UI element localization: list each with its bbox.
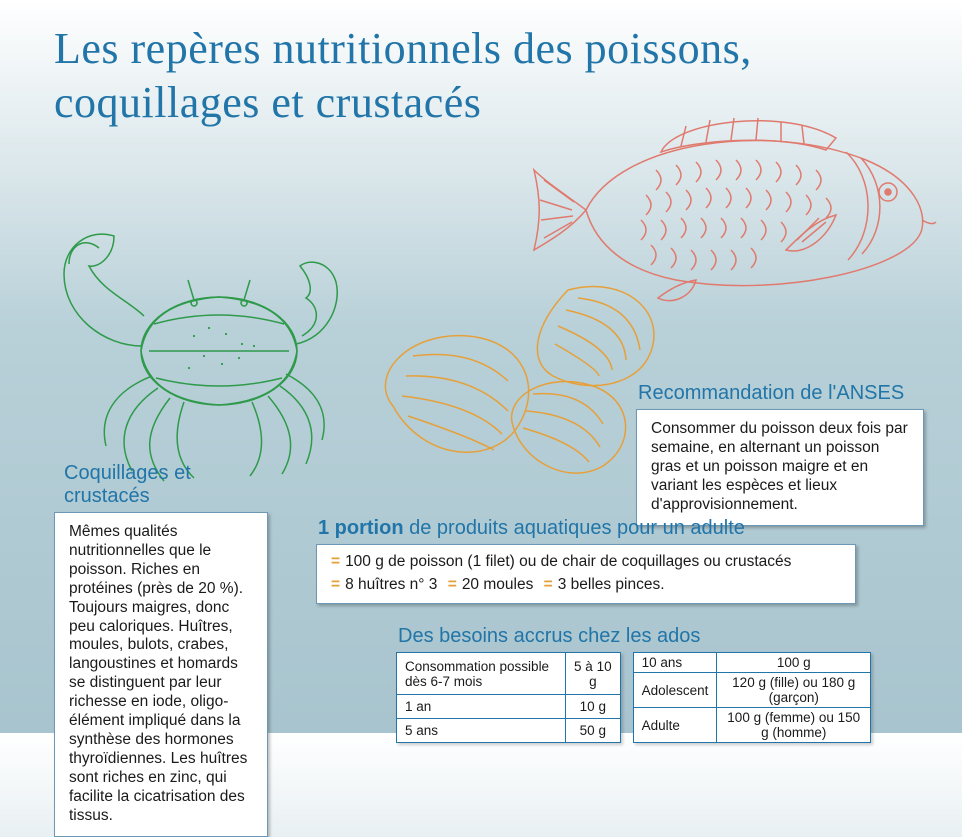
portion-line2a: 8 huîtres n° 3 xyxy=(345,576,437,593)
shellfish-body: Mêmes qualités nutritionnelles que le po… xyxy=(54,512,268,837)
fish-illustration xyxy=(526,100,944,310)
portion-section: 1 portion de produits aquatiques pour un… xyxy=(316,517,856,604)
needs-table-older: 10 ans100 g Adolescent120 g (fille) ou 1… xyxy=(633,652,871,743)
needs-section: Des besoins accrus chez les ados Consomm… xyxy=(396,625,871,743)
table-row: Adolescent120 g (fille) ou 180 g (garçon… xyxy=(633,673,870,708)
portion-header: 1 portion de produits aquatiques pour un… xyxy=(316,517,856,540)
anses-header: Recommandation de l'ANSES xyxy=(636,382,924,405)
portion-line2c: 3 belles pinces. xyxy=(558,576,665,593)
equals-icon: = xyxy=(331,553,340,570)
anses-section: Recommandation de l'ANSES Consommer du p… xyxy=(636,382,924,526)
shellfish-header: Coquillages et crustacés xyxy=(54,462,268,508)
table-row: 5 ans50 g xyxy=(397,719,621,743)
needs-table-young: Consommation possible dès 6-7 mois5 à 10… xyxy=(396,652,621,743)
table-row: Adulte100 g (femme) ou 150 g (homme) xyxy=(633,708,870,743)
equals-icon: = xyxy=(448,576,457,593)
equals-icon: = xyxy=(331,576,340,593)
crab-illustration xyxy=(44,196,354,486)
anses-body: Consommer du poisson deux fois par semai… xyxy=(636,409,924,526)
shellfish-section: Coquillages et crustacés Mêmes qualités … xyxy=(54,462,268,837)
portion-header-prefix: 1 portion xyxy=(318,517,404,539)
table-row: 1 an10 g xyxy=(397,695,621,719)
equals-icon: = xyxy=(544,576,553,593)
portion-body: = 100 g de poisson (1 filet) ou de chair … xyxy=(316,544,856,604)
portion-line2b: 20 moules xyxy=(462,576,534,593)
table-row: Consommation possible dès 6-7 mois5 à 10… xyxy=(397,653,621,695)
portion-header-rest: de produits aquatiques pour un adulte xyxy=(404,517,745,539)
needs-header: Des besoins accrus chez les ados xyxy=(396,625,871,648)
table-row: 10 ans100 g xyxy=(633,653,870,673)
portion-line1: 100 g de poisson (1 filet) ou de chair d… xyxy=(345,553,791,570)
